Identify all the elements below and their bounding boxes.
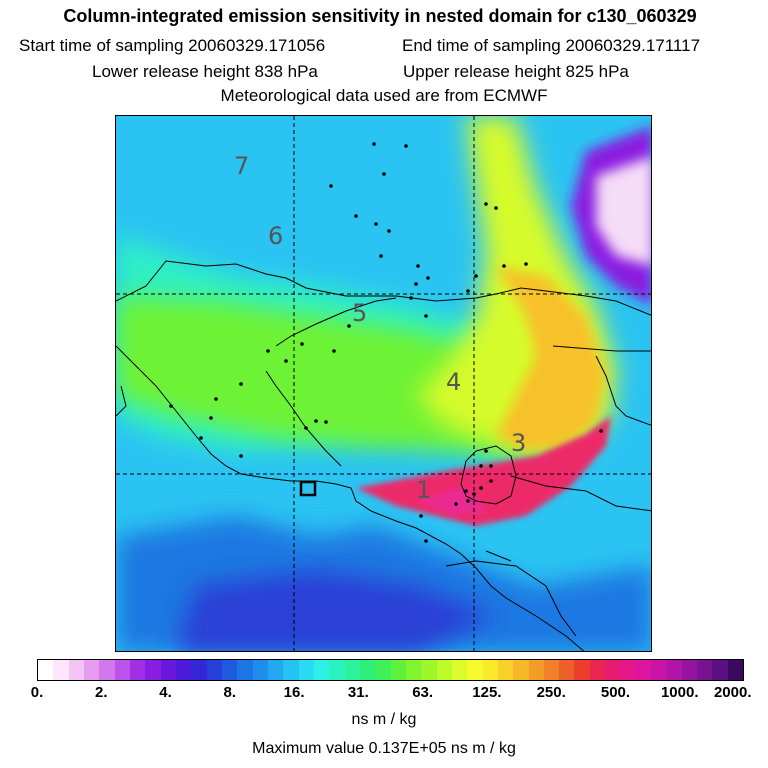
maximum-value-label: Maximum value 0.137E+05 ns m / kg: [252, 740, 516, 757]
day-label-4: 4: [446, 368, 461, 396]
emission-sensitivity-map: 7 6 5 4 3 1: [115, 115, 652, 652]
colorbar-swatch: [83, 660, 100, 680]
day-label-5: 5: [352, 299, 367, 327]
colorbar-swatch: [390, 660, 406, 680]
colorbar-swatch: [651, 660, 667, 680]
colorbar-swatch: [221, 660, 238, 680]
colorbar-swatch: [68, 660, 84, 680]
colorbar-swatch: [114, 660, 130, 680]
colorbar-swatch: [666, 660, 682, 680]
colorbar-tick-label: 2.: [95, 684, 108, 701]
colorbar-swatch: [528, 660, 544, 680]
colorbar-swatch: [497, 660, 514, 680]
colorbar-swatch: [589, 660, 606, 680]
colorbar-tick-label: 63.: [412, 684, 434, 701]
day-labels: 7 6 5 4 3 1: [234, 152, 526, 504]
sensitivity-field: [116, 116, 651, 651]
colorbar-swatch: [513, 660, 529, 680]
colorbar-swatch: [344, 660, 360, 680]
met-data-label: Meteorological data used are from ECMWF: [220, 86, 548, 105]
colorbar-swatch: [559, 660, 575, 680]
trajectory-points: [169, 142, 603, 543]
colorbar-tick-label: 125.: [472, 684, 502, 701]
colorbar-swatch: [283, 660, 299, 680]
colorbar-swatch: [543, 660, 560, 680]
colorbar-swatch: [329, 660, 345, 680]
colorbar-tick-label: 16.: [283, 684, 305, 701]
day-label-1: 1: [416, 476, 431, 504]
coastlines: [116, 260, 651, 651]
colorbar-swatch: [313, 660, 330, 680]
colorbar-swatch: [697, 660, 713, 680]
colorbar-swatch: [421, 660, 437, 680]
receptor-location-marker: [299, 480, 317, 497]
colorbar-swatch: [712, 660, 728, 680]
colorbar-swatch: [267, 660, 284, 680]
colorbar-units: ns m / kg: [351, 711, 417, 728]
colorbar-swatch: [129, 660, 146, 680]
colorbar-tick-label: 0.: [30, 684, 44, 701]
colorbar-swatch: [467, 660, 483, 680]
colorbar-swatch: [53, 660, 69, 680]
colorbar-swatch: [727, 660, 744, 680]
start-time-label: Start time of sampling 20060329.171056: [19, 36, 326, 55]
colorbar-ticks: 0. 2. 4. 8. 16. 31. 63. 125. 250. 500. 1000. 2000.: [0, 684, 768, 704]
day-label-6: 6: [268, 222, 283, 250]
colorbar-swatch: [38, 660, 54, 680]
day-label-7: 7: [234, 152, 249, 180]
end-time-label: End time of sampling 20060329.171117: [402, 36, 701, 55]
colorbar-swatch: [206, 660, 222, 680]
colorbar-swatch: [482, 660, 498, 680]
colorbar-swatch: [405, 660, 422, 680]
colorbar-swatch: [145, 660, 161, 680]
upper-release-height-label: Upper release height 825 hPa: [403, 62, 629, 81]
colorbar-swatch: [237, 660, 253, 680]
colorbar-swatch: [252, 660, 268, 680]
lower-release-height-label: Lower release height 838 hPa: [92, 62, 318, 81]
grid-lines: [116, 116, 651, 651]
day-label-3: 3: [511, 429, 526, 457]
colorbar-swatch: [99, 660, 115, 680]
colorbar-swatch: [298, 660, 314, 680]
colorbar-swatch: [160, 660, 176, 680]
colorbar-swatch: [681, 660, 698, 680]
colorbar-swatch: [605, 660, 621, 680]
colorbar-tick-label: 1000.: [660, 684, 699, 701]
colorbar-swatch: [574, 660, 590, 680]
colorbar-swatch: [451, 660, 468, 680]
colorbar-swatch: [191, 660, 207, 680]
colorbar-tick-label: 500.: [600, 684, 631, 701]
colorbar-tick-label: 31.: [347, 684, 369, 701]
plot-title: Column-integrated emission sensitivity i…: [63, 6, 697, 26]
colorbar-swatch: [375, 660, 391, 680]
colorbar-tick-label: 8.: [223, 684, 237, 701]
colorbar-swatch: [359, 660, 376, 680]
colorbar-tick-label: 4.: [159, 684, 172, 701]
colorbar-tick-label: 2000.: [713, 684, 752, 701]
colorbar-swatch: [175, 660, 192, 680]
colorbar-swatch: [436, 660, 452, 680]
colorbar: [37, 659, 744, 681]
colorbar-tick-label: 250.: [536, 684, 566, 701]
colorbar-swatch: [635, 660, 652, 680]
colorbar-swatch: [620, 660, 636, 680]
